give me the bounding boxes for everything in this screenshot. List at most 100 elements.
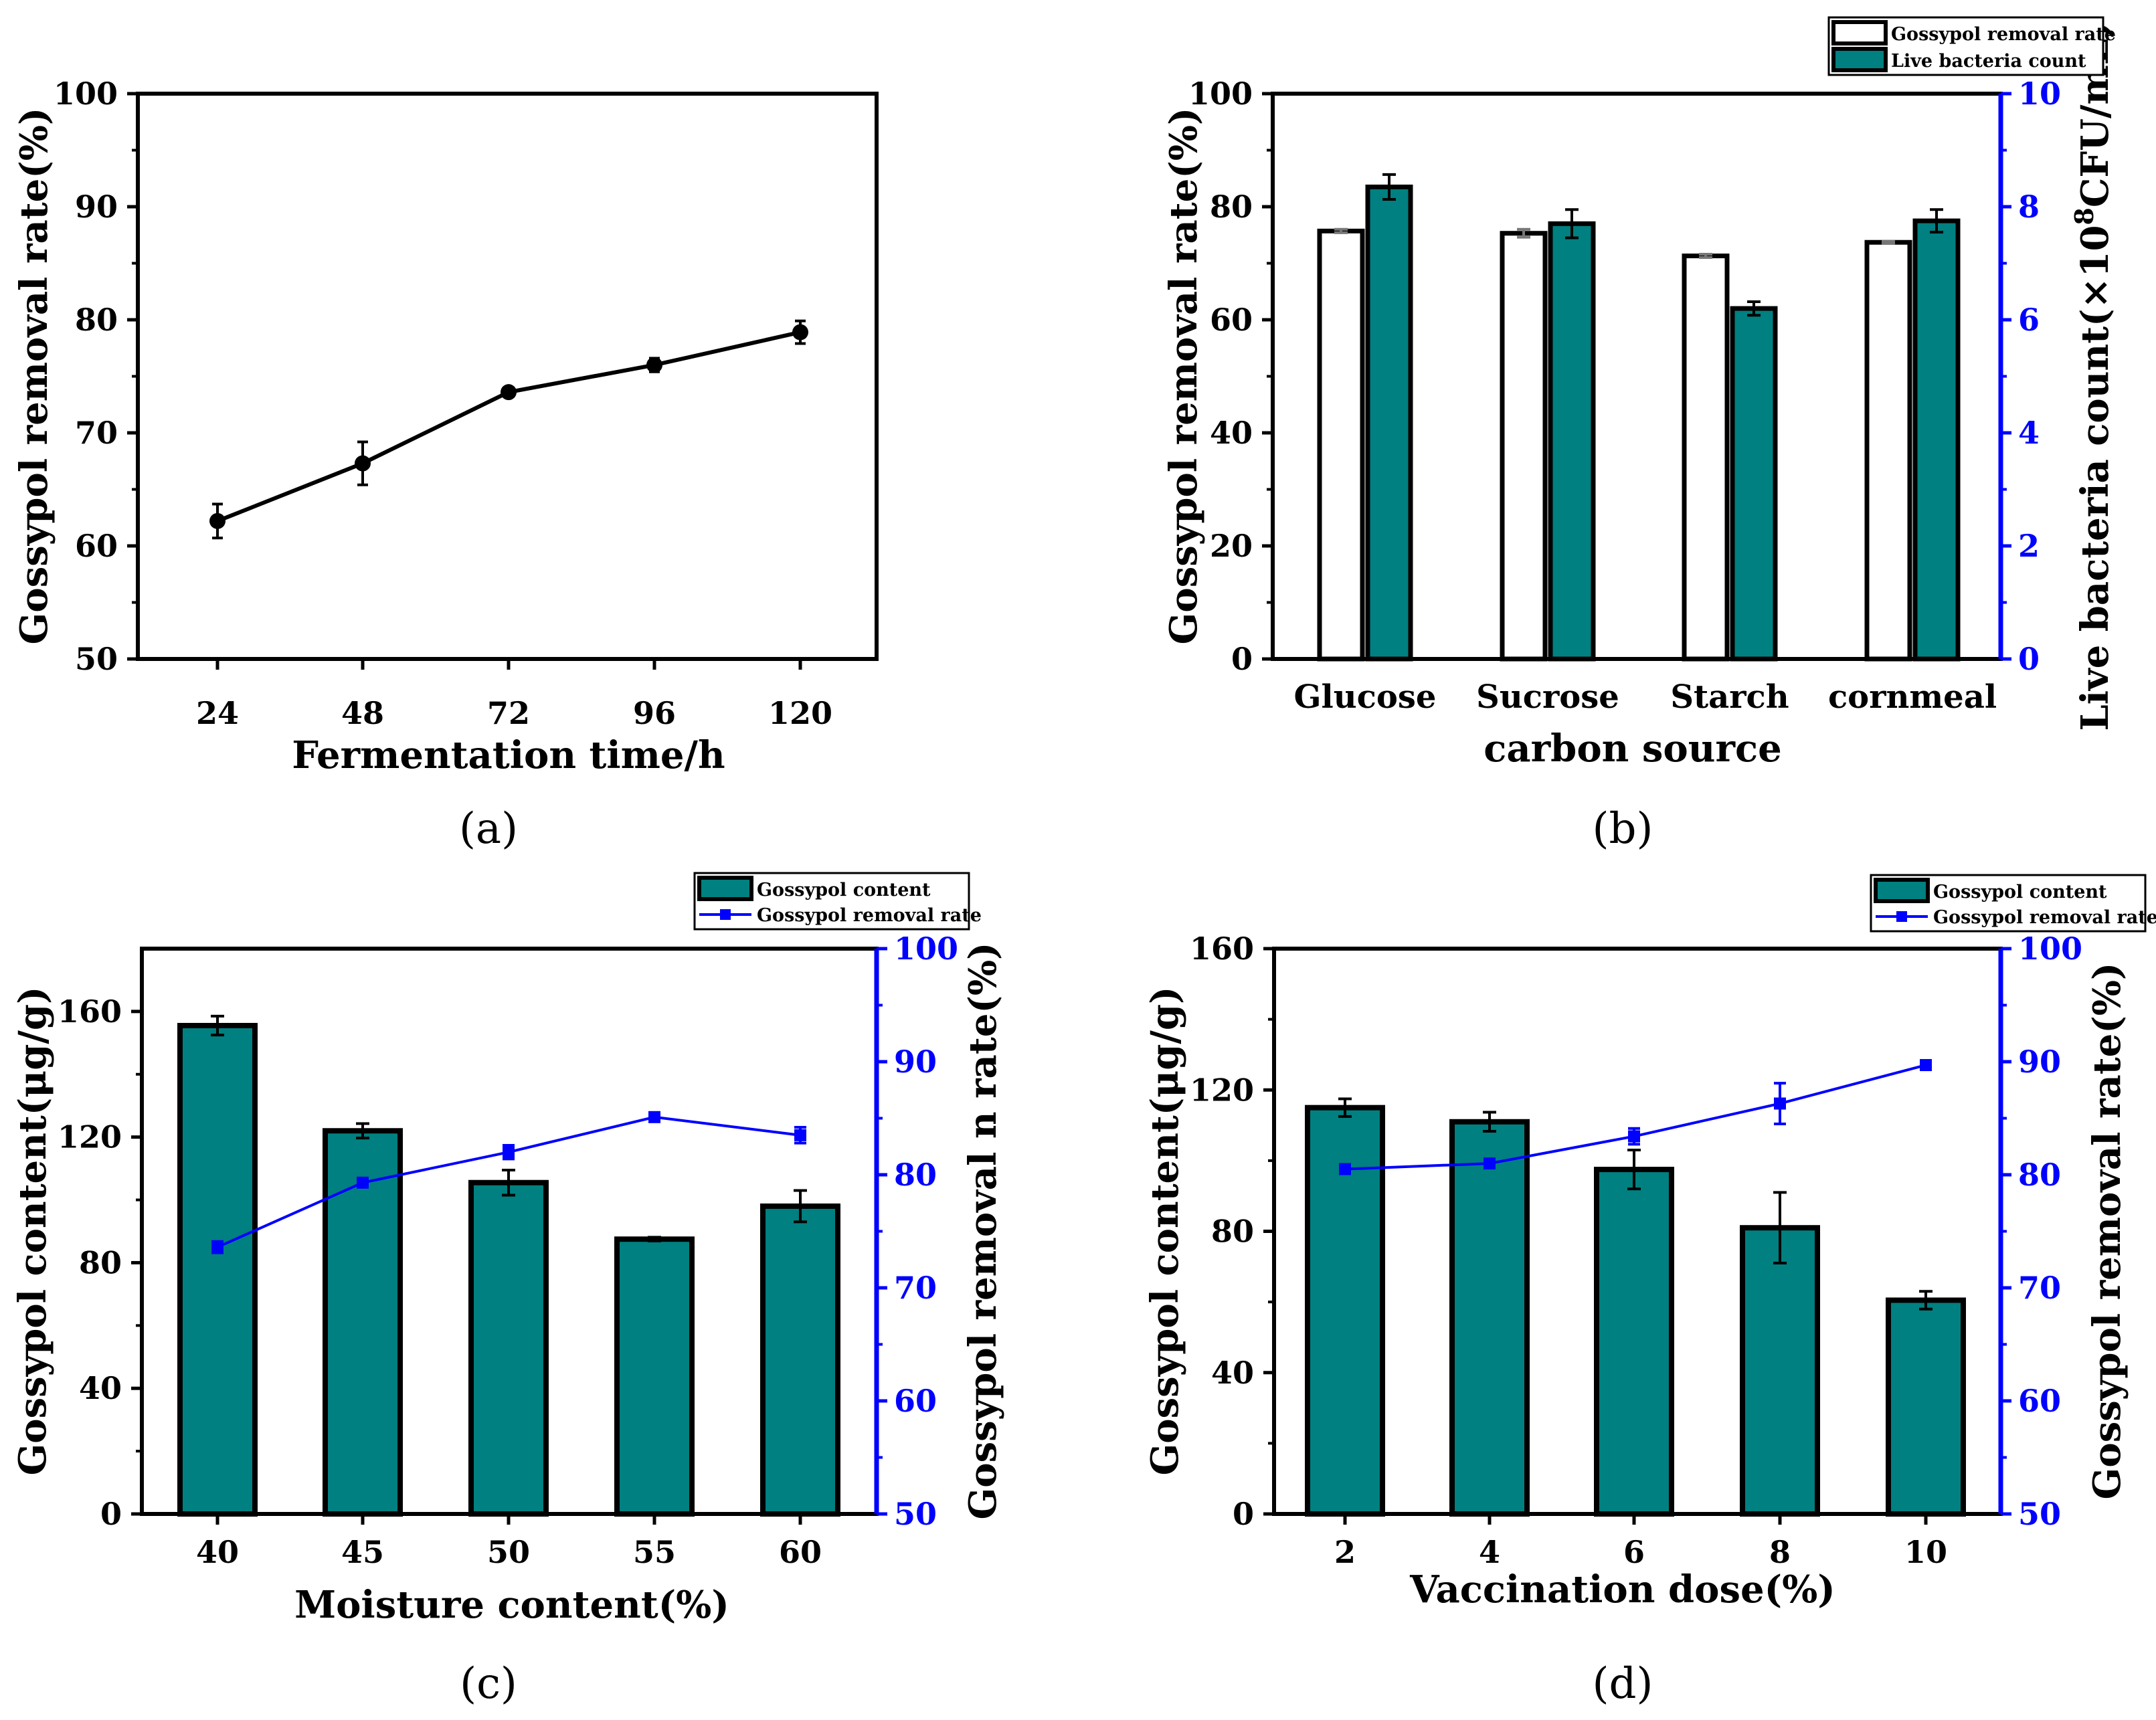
panel-c-xtick-label: 60 — [779, 1534, 822, 1570]
panel-b-bar-bacteria — [1730, 306, 1778, 662]
panel-d-legend-label-2: Gossypol removal rate — [1933, 907, 2156, 928]
panel-c-ytick-label: 80 — [79, 1244, 122, 1280]
panel-d-bar — [1305, 1105, 1385, 1517]
panel-d-legend-label-1: Gossypol content — [1933, 882, 2107, 902]
panel-b-ytick-label: 60 — [1210, 302, 1253, 338]
panel-d-line-point — [1774, 1097, 1786, 1110]
panel-b-y2tick-label: 0 — [2018, 641, 2040, 677]
panel-d-bar — [1886, 1297, 1966, 1517]
panel-d-line-point — [1920, 1059, 1932, 1072]
panel-c-line-point — [648, 1111, 660, 1123]
panel-d-ytick-label: 160 — [1190, 931, 1254, 967]
panel-a-point — [501, 384, 517, 401]
panel-d-ytick-label: 80 — [1211, 1214, 1254, 1250]
panel-b-y2tick-label: 10 — [2018, 76, 2061, 112]
panel-d-label: (d) — [1593, 1659, 1653, 1709]
panel-b-bar-removal-rate — [1317, 228, 1365, 662]
panel-c-xtick-label: 40 — [196, 1534, 239, 1570]
panel-c-legend-label-2: Gossypol removal rate — [757, 905, 982, 926]
panel-d-y2tick-label: 80 — [2018, 1157, 2061, 1193]
panel-c-y2tick-label: 50 — [894, 1496, 937, 1532]
panel-b-legend: Gossypol removal rate Live bacteria coun… — [1827, 16, 2116, 76]
panel-b-legend-swatch-white — [1831, 20, 1888, 45]
panel-c-ytick-label: 120 — [58, 1119, 122, 1155]
panel-d-y2tick-label: 70 — [2018, 1270, 2061, 1306]
panel-c-ytick-label: 40 — [79, 1370, 122, 1406]
panel-b-bar-bacteria — [1548, 221, 1596, 662]
panel-d-ytick-label: 40 — [1211, 1355, 1254, 1391]
panel-a-ylabel: Gossypol removal rate(%) — [12, 108, 56, 645]
panel-c-xtick-label: 45 — [341, 1534, 384, 1570]
panel-c-line-point — [211, 1241, 223, 1254]
panel-b-y2tick-label: 6 — [2018, 302, 2040, 338]
panel-c-xtick-label: 50 — [487, 1534, 530, 1570]
panel-b-xtick-label: Starch — [1670, 678, 1789, 716]
panel-c-label: (c) — [460, 1659, 517, 1709]
panel-d-xtick-label: 10 — [1904, 1534, 1947, 1570]
panel-d-ytick-label: 120 — [1190, 1072, 1254, 1108]
panel-a-ytick-label: 100 — [54, 76, 118, 112]
panel-d-line-point — [1339, 1163, 1351, 1175]
panel-a-ytick-label: 90 — [75, 189, 118, 225]
panel-d-legend-marker — [1896, 911, 1907, 922]
panel-a-ytick-label: 50 — [75, 641, 118, 677]
panel-b-ytick-label: 100 — [1188, 76, 1253, 112]
panel-b-label: (b) — [1593, 804, 1653, 854]
panel-c-y2tick-label: 90 — [894, 1044, 937, 1080]
panel-a-xtick-label: 24 — [196, 695, 239, 731]
panel-b-xtick-label: cornmeal — [1828, 678, 1997, 716]
panel-a-xlabel: Fermentation time/h — [292, 733, 725, 777]
panel-d-xtick-label: 6 — [1623, 1534, 1645, 1570]
panel-d-ytick-label: 0 — [1233, 1496, 1254, 1532]
panel-c-bar — [177, 1023, 258, 1517]
panel-b-y2label-exponent: 8 — [2069, 207, 2099, 225]
panel-b-bar-removal-rate — [1682, 254, 1730, 662]
panel-c-y2tick-label: 70 — [894, 1270, 937, 1306]
panel-d-line-point — [1628, 1130, 1640, 1143]
panel-a-point — [355, 455, 371, 472]
panel-b-bar-bacteria — [1912, 218, 1961, 662]
panel-c-y2tick-label: 80 — [894, 1157, 937, 1193]
panel-d-legend-swatch-teal — [1874, 878, 1930, 903]
panel-a-point — [209, 512, 226, 529]
panel-b-bar-removal-rate — [1864, 240, 1912, 662]
panel-d-bar — [1594, 1167, 1674, 1517]
panel-a-label: (a) — [459, 804, 518, 854]
panel-c-ytick-label: 160 — [58, 993, 122, 1030]
panel-b-legend-swatch-teal — [1831, 47, 1888, 72]
panel-b-ytick-label: 40 — [1210, 415, 1253, 451]
panel-a-ytick-label: 60 — [75, 528, 118, 564]
panel-d-xtick-label: 8 — [1769, 1534, 1791, 1570]
panel-d-bar — [1740, 1225, 1820, 1517]
panel-c-bar — [468, 1179, 549, 1517]
panel-a-point — [646, 357, 662, 373]
panel-c-ytick-label: 0 — [100, 1496, 122, 1532]
panel-c-y2label: Gossypol removal n rate(%) — [961, 942, 1005, 1519]
panel-b-xlabel: carbon source — [1484, 727, 1781, 771]
panel-c-line-point — [794, 1129, 806, 1141]
panel-d-xlabel: Vaccination dose(%) — [1409, 1567, 1835, 1612]
panel-a-ytick-label: 70 — [75, 415, 118, 451]
panel-d-bar — [1449, 1119, 1530, 1517]
panel-c: 0 40 80 120 160 50 60 70 80 90 100 40 45 50 55 60 Moi… — [11, 872, 1005, 1709]
panel-c-legend: Gossypol content Gossypol removal rate — [693, 872, 982, 931]
panel-d-y2tick-label: 90 — [2018, 1044, 2061, 1080]
panel-b-bar-removal-rate — [1500, 231, 1548, 662]
panel-b-legend-label-2: Live bacteria count — [1891, 51, 2086, 72]
panel-c-y2tick-label: 60 — [894, 1383, 937, 1419]
panel-b-ytick-label: 80 — [1210, 189, 1253, 225]
panel-c-line-point — [357, 1176, 369, 1189]
panel-a-xtick-label: 120 — [768, 695, 832, 731]
panel-b-y2tick-label: 2 — [2018, 528, 2040, 564]
panel-b-legend-label-1: Gossypol removal rate — [1891, 24, 2116, 45]
panel-b-ytick-label: 20 — [1210, 528, 1253, 564]
panel-c-ylabel: Gossypol content(μg/g) — [11, 986, 55, 1475]
panel-d-y2tick-label: 50 — [2018, 1496, 2061, 1532]
panel-a-point — [792, 324, 808, 341]
panel-c-legend-label-1: Gossypol content — [757, 880, 931, 900]
panel-d-ylabel: Gossypol content(μg/g) — [1143, 986, 1187, 1475]
panel-c-line-point — [503, 1146, 515, 1159]
panel-c-bar — [760, 1203, 840, 1517]
panel-b-xtick-label: Sucrose — [1476, 678, 1619, 716]
